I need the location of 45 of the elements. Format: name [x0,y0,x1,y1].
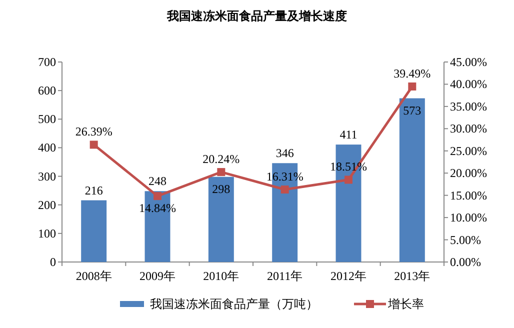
legend-label: 我国速冻米面食品产量（万吨） [150,297,318,311]
bar [208,176,234,262]
y2-tick-label: 25.00% [450,144,487,158]
x-tick-label: 2010年 [203,269,240,283]
y-tick-label: 600 [38,84,56,98]
data-label: 411 [340,128,358,142]
y2-tick-label: 0.00% [450,255,481,269]
x-tick-label: 2009年 [140,269,176,283]
legend-label: 增长率 [387,297,424,311]
y-tick-label: 700 [38,55,56,69]
y2-tick-label: 5.00% [450,232,481,247]
data-label: 248 [148,174,166,188]
data-label: 39.49% [394,66,431,80]
y-tick-label: 200 [38,198,56,212]
chart-title: 我国速冻米面食品产量及增长速度 [166,9,347,23]
data-label: 573 [403,103,422,118]
y-tick-label: 0 [50,255,56,269]
x-tick-label: 2011年 [267,269,303,283]
bar [399,98,425,262]
y-tick-label: 500 [38,112,56,126]
y2-tick-label: 30.00% [450,122,487,136]
y2-tick-label: 15.00% [450,188,487,202]
point [408,82,416,90]
y-tick-label: 400 [38,140,56,155]
x-tick-label: 2013年 [394,269,430,283]
y-tick-label: 100 [38,226,56,240]
x-tick-label: 2008年 [76,269,112,283]
data-label: 20.24% [202,152,240,166]
y-tick-label: 300 [38,169,56,184]
y2-tick-label: 35.00% [450,99,487,114]
data-label: 346 [276,146,294,160]
point [280,186,289,194]
data-label: 298 [212,182,230,196]
point [90,140,98,149]
y2-tick-label: 40.00% [450,77,487,92]
data-label: 216 [84,183,103,198]
bar [81,200,107,262]
point [154,192,162,200]
point [217,168,226,176]
x-tick-label: 2012年 [330,269,366,283]
y2-tick-label: 45.00% [450,55,487,69]
data-label: 26.39% [75,124,112,139]
point [344,176,352,184]
y2-tick-label: 20.00% [450,166,487,180]
y2-tick-label: 10.00% [450,210,487,225]
